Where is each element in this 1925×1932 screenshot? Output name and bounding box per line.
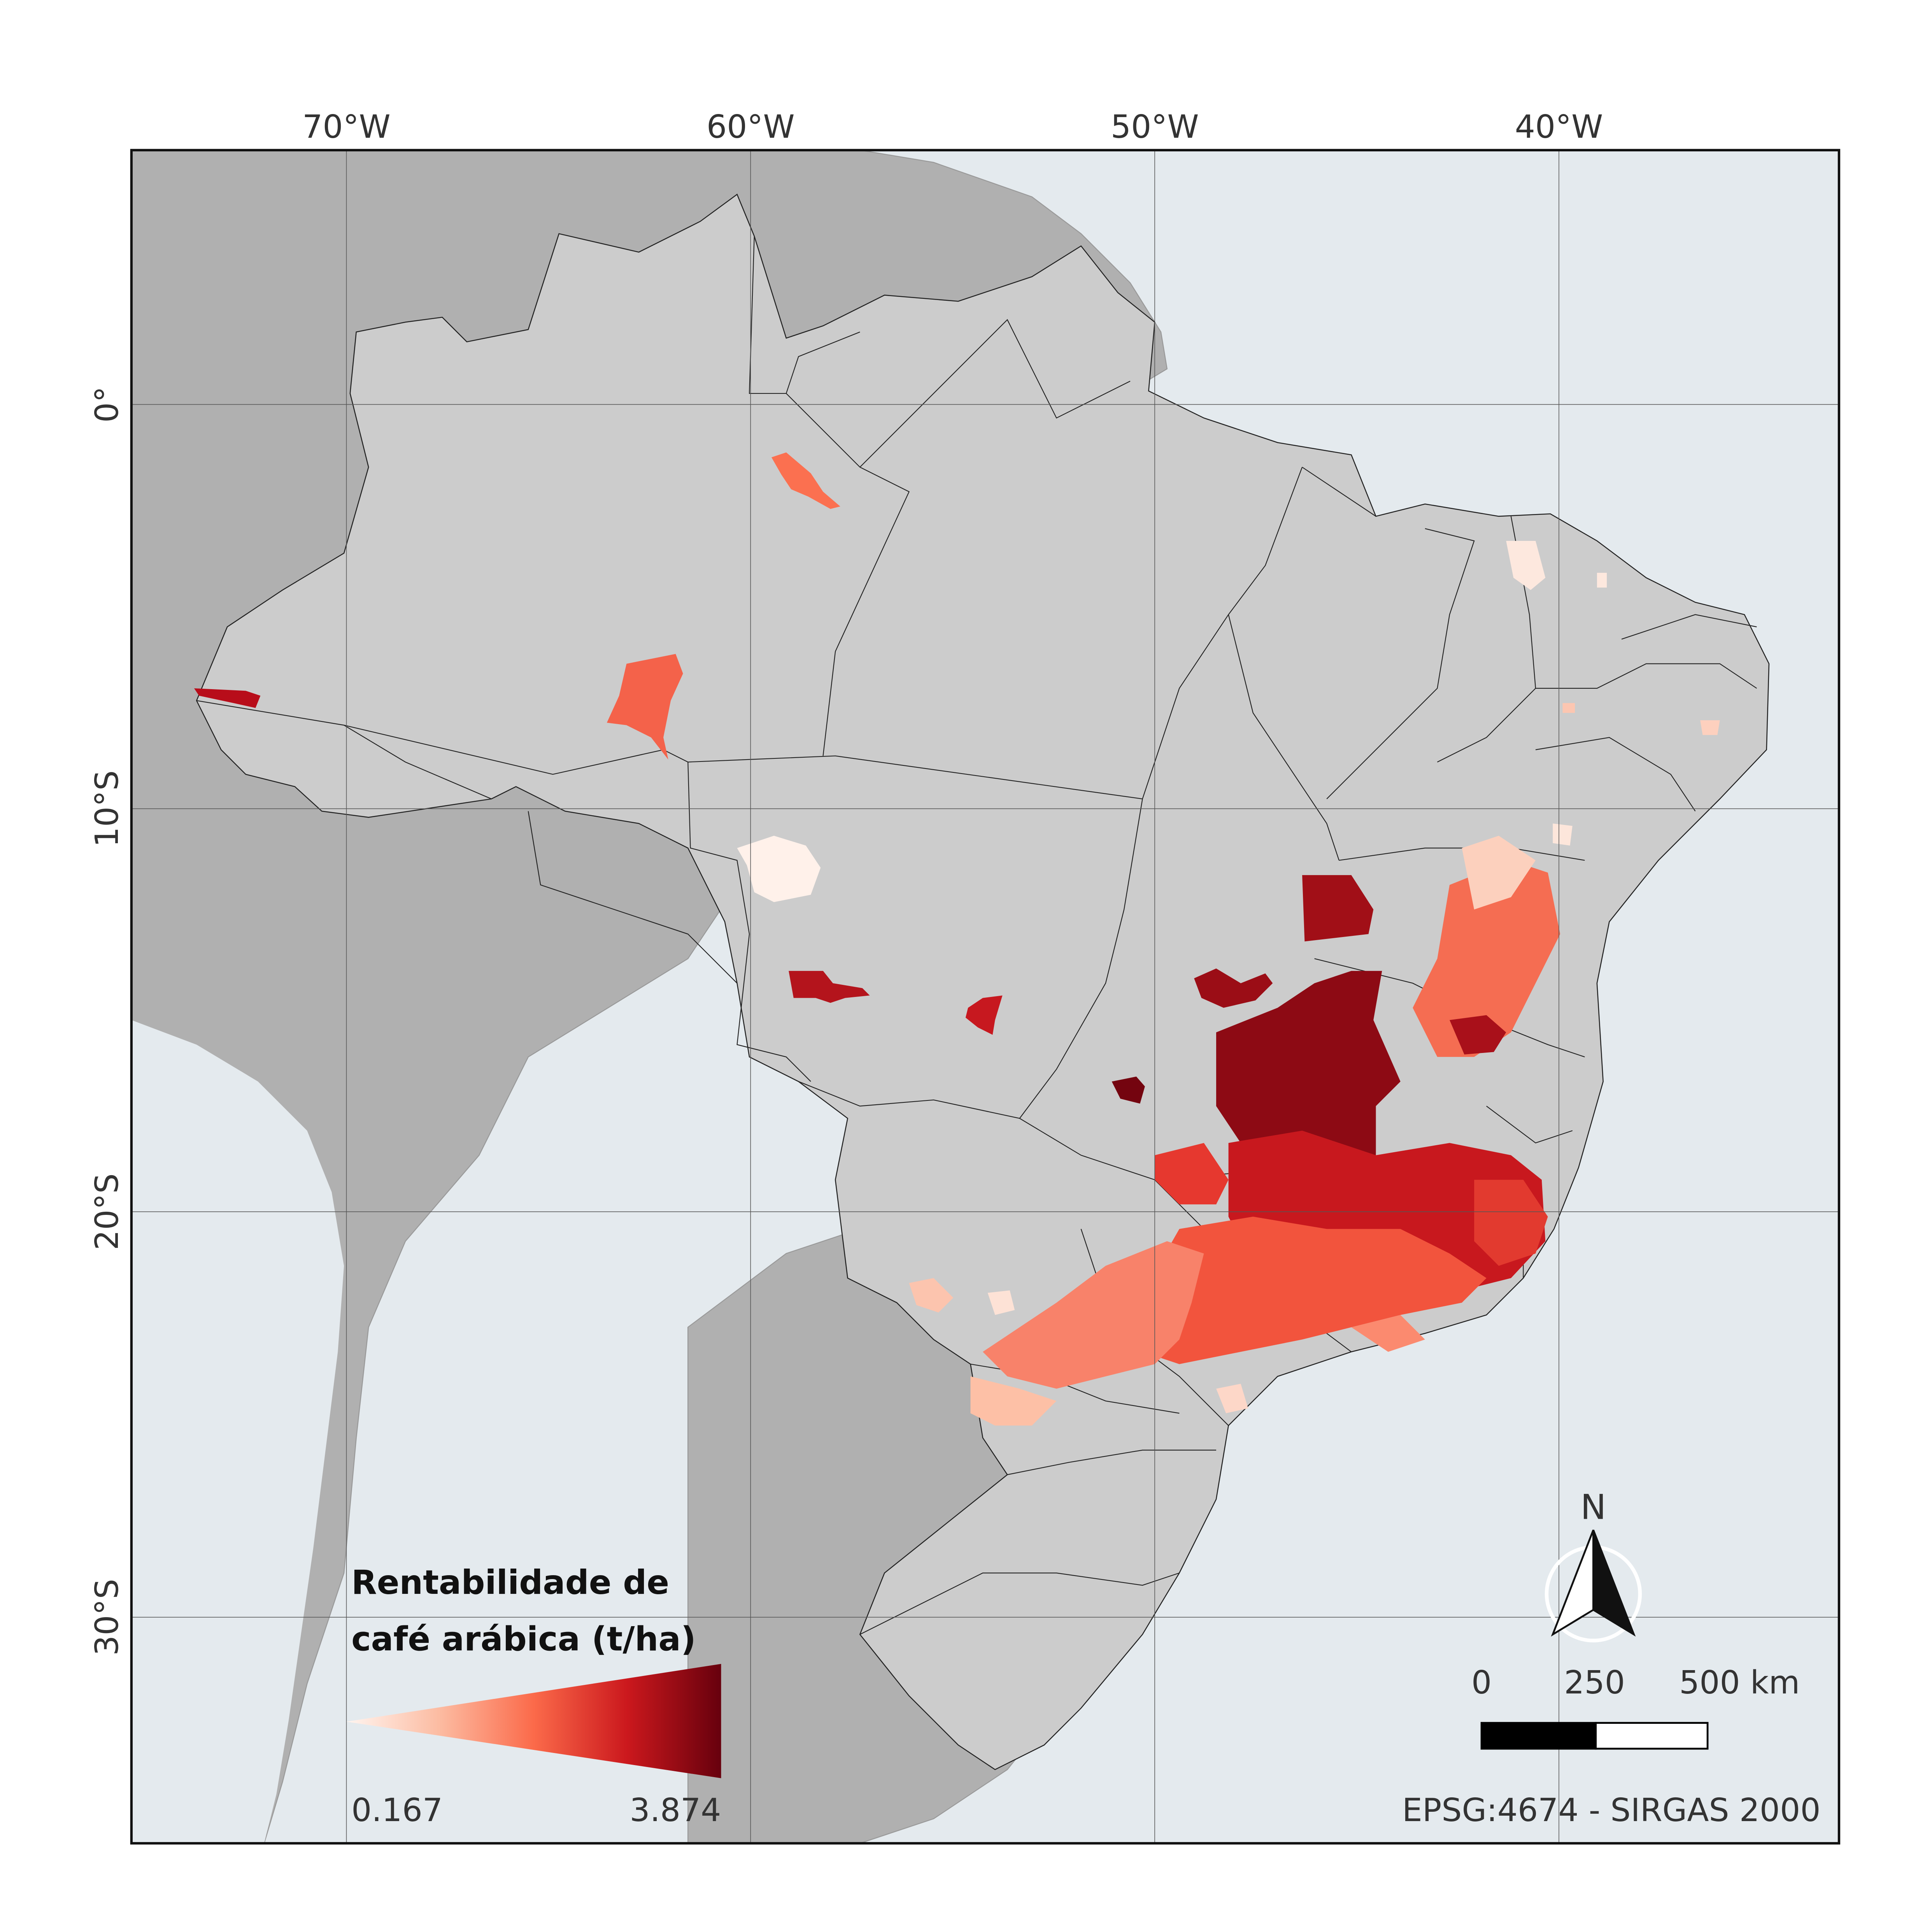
lat-label-30s: 30°S <box>89 1579 126 1656</box>
yield-region-espirito-santo <box>1474 1179 1548 1266</box>
lat-label-20s: 20°S <box>89 1173 126 1250</box>
yield-region-ceara-2 <box>1597 573 1607 588</box>
yield-region-tocantins <box>1194 968 1273 1008</box>
legend-title-line-2: café arábica (t/ha) <box>351 1620 696 1658</box>
yield-region-sp-coast <box>1216 1384 1248 1413</box>
yield-region-rio <box>1351 1315 1425 1352</box>
legend-max-value: 3.874 <box>630 1792 721 1829</box>
yield-polygons <box>194 452 1720 1426</box>
yield-region-ms-2 <box>987 1290 1015 1315</box>
map-frame <box>130 149 1841 1845</box>
yield-region-paraiba <box>1700 720 1720 735</box>
scale-bar-black-segment <box>1480 1722 1597 1750</box>
yield-region-bahia-sw <box>1449 1015 1506 1055</box>
yield-region-bahia-north <box>1462 835 1536 910</box>
scale-bar: 0 250 500 km <box>1471 1664 1800 1750</box>
legend-color-ramp <box>346 1664 721 1778</box>
scale-label-0: 0 <box>1471 1664 1492 1701</box>
lon-label-60w: 60°W <box>707 109 795 146</box>
state-borders <box>196 236 1757 1635</box>
map-panel <box>131 150 1839 1844</box>
lat-label-0: 0° <box>89 386 126 423</box>
north-arrow: N <box>1545 1487 1642 1642</box>
legend: Rentabilidade de café arábica (t/ha) 0.1… <box>346 1563 721 1829</box>
yield-region-parana <box>970 1376 1057 1426</box>
legend-title-line-1: Rentabilidade de <box>351 1563 669 1602</box>
yield-region-bahia-ne <box>1553 823 1573 846</box>
yield-region-ms-east <box>909 1278 954 1313</box>
north-arrow-right-half <box>1592 1529 1636 1637</box>
yield-region-rondonia-north <box>607 654 683 760</box>
yield-region-sao-paulo <box>983 1241 1204 1389</box>
yield-core-minas-goias <box>1216 971 1401 1180</box>
yield-region-goias-w <box>1112 1076 1145 1104</box>
lat-label-10s: 10°S <box>89 770 126 848</box>
lon-label-70w: 70°W <box>302 109 391 146</box>
north-arrow-label: N <box>1580 1487 1606 1527</box>
lon-label-50w: 50°W <box>1111 109 1199 146</box>
scale-label-500: 500 km <box>1679 1664 1800 1701</box>
yield-region-mato-grosso-nw <box>737 835 821 902</box>
yield-region-acre <box>194 688 261 708</box>
yield-region-ceara <box>1506 540 1546 590</box>
yield-region-goias-south <box>1155 1143 1229 1205</box>
west-coast-ocean <box>131 1020 344 1844</box>
yield-region-bahia-east <box>1413 860 1560 1057</box>
lon-label-40w: 40°W <box>1515 109 1603 146</box>
scale-bar-white-segment <box>1595 1722 1709 1750</box>
yield-region-mato-grosso-c <box>789 971 870 1003</box>
yield-region-bahia-west <box>1302 875 1374 942</box>
latitude-labels: 0° 10°S 20°S 30°S <box>89 386 126 1656</box>
scale-label-250: 250 <box>1564 1664 1625 1701</box>
yield-region-pernambuco <box>1562 703 1575 713</box>
yield-region-amazonas <box>771 452 840 509</box>
yield-region-sul-minas <box>1130 1216 1487 1364</box>
legend-min-value: 0.167 <box>351 1792 443 1829</box>
longitude-labels: 70°W 60°W 50°W 40°W <box>302 109 1603 146</box>
crs-label: EPSG:4674 - SIRGAS 2000 <box>1402 1792 1821 1829</box>
